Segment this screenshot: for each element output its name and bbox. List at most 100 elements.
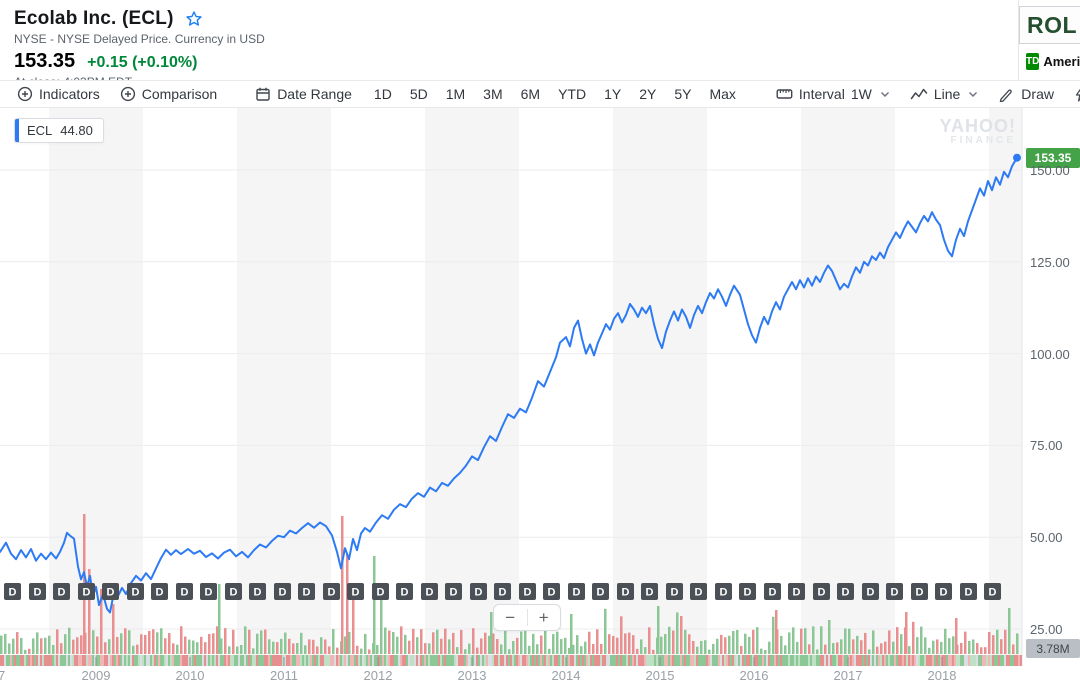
- volume-bar: [924, 637, 927, 654]
- x-axis-label-2015: 2015: [645, 668, 675, 683]
- range-button-1Y[interactable]: 1Y: [604, 86, 622, 102]
- x-axis-label-2009: 2009: [81, 668, 111, 683]
- draw-label: Draw: [1021, 86, 1054, 102]
- dividend-marker-letter: D: [867, 587, 875, 599]
- volume-bar: [580, 646, 583, 654]
- dividend-marker-letter: D: [597, 587, 605, 599]
- range-button-2Y[interactable]: 2Y: [639, 86, 657, 102]
- draw-button[interactable]: Draw: [991, 86, 1061, 102]
- dividend-marker: [323, 583, 340, 600]
- volume-bar: [952, 636, 955, 654]
- volume-bar: [936, 639, 939, 654]
- volume-bar: [212, 633, 215, 654]
- range-button-1D[interactable]: 1D: [373, 86, 392, 102]
- range-button-3M[interactable]: 3M: [483, 86, 503, 102]
- volume-bar: [940, 641, 943, 654]
- volume-bar: [620, 616, 623, 654]
- price-change: +0.15 (+0.10%): [87, 54, 198, 71]
- volume-bar: [116, 636, 119, 654]
- dividend-marker-letter: D: [818, 587, 826, 599]
- pencil-icon: [998, 86, 1015, 102]
- year-band: [425, 108, 519, 666]
- volume-bar: [1016, 633, 1019, 654]
- y-axis-label: 125.00: [1030, 254, 1070, 270]
- volume-bar: [632, 635, 635, 654]
- volume-bar: [324, 639, 327, 654]
- range-button-6M[interactable]: 6M: [520, 86, 541, 102]
- dividend-marker: [543, 583, 560, 600]
- dividend-marker: [592, 583, 609, 600]
- volume-bar: [852, 639, 855, 654]
- volume-bar: [880, 643, 883, 654]
- zoom-in-button[interactable]: +: [538, 607, 549, 627]
- volume-bar: [536, 644, 539, 654]
- volume-bar: [996, 629, 999, 654]
- volume-bar: [712, 643, 715, 654]
- volume-bar: [908, 646, 911, 654]
- events-button[interactable]: Events: [1067, 86, 1080, 102]
- volume-bar: [60, 643, 63, 654]
- comparison-button[interactable]: Comparison: [113, 86, 224, 102]
- volume-bar: [584, 641, 587, 654]
- volume-bar: [544, 627, 547, 654]
- date-range-button[interactable]: Date Range: [248, 86, 359, 102]
- chart-type-dropdown[interactable]: Line: [903, 86, 985, 102]
- volume-bar: [524, 630, 527, 654]
- volume-bar: [196, 642, 199, 654]
- dividend-marker: [886, 583, 903, 600]
- volume-bar: [164, 638, 167, 654]
- volume-bar: [36, 632, 39, 654]
- dividend-marker: [641, 583, 658, 600]
- range-button-group: 1D 5D 1M 3M 6M YTD 1Y 2Y 5Y Max: [365, 86, 745, 102]
- volume-bar: [260, 630, 263, 654]
- year-band: [613, 108, 707, 666]
- volume-bar: [168, 633, 171, 654]
- volume-bar: [912, 621, 915, 654]
- legend-badge[interactable]: ECL 44.80: [14, 118, 104, 143]
- volume-spike: [346, 554, 349, 654]
- exchange-subtitle: NYSE - NYSE Delayed Price. Currency in U…: [14, 32, 265, 46]
- dividend-marker-letter: D: [450, 587, 458, 599]
- interval-dropdown[interactable]: Interval 1W: [769, 86, 897, 102]
- volume-bar: [664, 634, 667, 654]
- range-button-Max[interactable]: Max: [709, 86, 736, 102]
- dividend-marker: [715, 583, 732, 600]
- range-button-5D[interactable]: 5D: [409, 86, 428, 102]
- volume-bar: [108, 639, 111, 654]
- volume-bar: [456, 647, 459, 654]
- td-ameritrade-logo-icon: TD: [1026, 53, 1040, 70]
- volume-bar: [8, 643, 11, 654]
- lightning-icon: [1074, 86, 1080, 102]
- volume-bar: [284, 632, 287, 654]
- volume-bar: [716, 638, 719, 654]
- y-axis-label: 100.00: [1030, 346, 1070, 362]
- dividend-marker-letter: D: [720, 587, 728, 599]
- watchlist-star-icon[interactable]: [184, 9, 204, 29]
- dividend-marker-letter: D: [524, 587, 532, 599]
- volume-bar: [596, 629, 599, 654]
- zoom-control: − +: [493, 604, 561, 631]
- range-button-1M[interactable]: 1M: [445, 86, 466, 102]
- range-button-5Y[interactable]: 5Y: [674, 86, 692, 102]
- dividend-marker: [176, 583, 193, 600]
- volume-bar: [736, 629, 739, 654]
- volume-bar: [528, 645, 531, 654]
- volume-bar: [948, 638, 951, 654]
- calendar-icon: [255, 86, 271, 102]
- dividend-marker: [935, 583, 952, 600]
- range-button-YTD[interactable]: YTD: [558, 86, 587, 102]
- volume-bar: [588, 631, 591, 654]
- volume-bar: [504, 629, 507, 654]
- dividend-marker: [617, 583, 634, 600]
- legend-color-bar: [15, 119, 19, 142]
- dividend-marker-letter: D: [744, 587, 752, 599]
- ad-banner[interactable]: ROL TD Ameri: [1018, 0, 1080, 80]
- indicators-button[interactable]: Indicators: [10, 86, 107, 102]
- volume-bar: [476, 647, 479, 654]
- volume-bar: [20, 637, 23, 654]
- dividend-marker-letter: D: [573, 587, 581, 599]
- zoom-out-button[interactable]: −: [505, 607, 516, 627]
- volume-bar: [888, 630, 891, 654]
- volume-bar: [56, 629, 59, 654]
